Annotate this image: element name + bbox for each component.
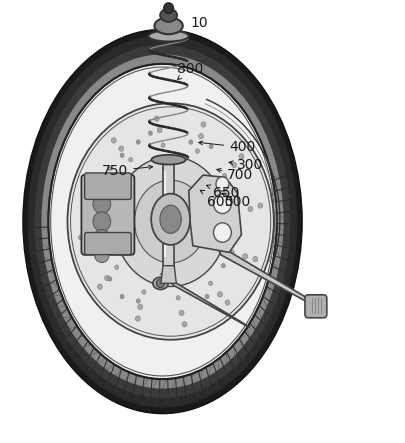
Circle shape [154, 116, 159, 121]
Circle shape [217, 184, 221, 188]
Text: 800: 800 [176, 62, 202, 79]
Polygon shape [160, 274, 249, 327]
Text: 10: 10 [190, 16, 207, 30]
Ellipse shape [154, 17, 182, 34]
Circle shape [88, 231, 93, 237]
Text: 650: 650 [206, 185, 239, 200]
FancyBboxPatch shape [81, 175, 134, 255]
Circle shape [120, 153, 124, 157]
Circle shape [104, 276, 109, 281]
Text: 400: 400 [198, 140, 255, 154]
Ellipse shape [151, 194, 190, 245]
Circle shape [97, 284, 102, 289]
Ellipse shape [23, 29, 301, 414]
Circle shape [225, 228, 229, 233]
Circle shape [208, 281, 212, 285]
Circle shape [224, 300, 229, 305]
Circle shape [141, 290, 145, 294]
Ellipse shape [114, 156, 227, 287]
Circle shape [252, 256, 257, 262]
Circle shape [96, 193, 100, 197]
Ellipse shape [41, 54, 283, 389]
Circle shape [148, 131, 152, 136]
Circle shape [108, 166, 112, 171]
Circle shape [96, 250, 100, 255]
Circle shape [205, 294, 209, 299]
Polygon shape [215, 243, 310, 304]
FancyBboxPatch shape [85, 173, 131, 199]
Circle shape [247, 206, 252, 212]
Ellipse shape [34, 45, 290, 398]
Circle shape [176, 295, 180, 300]
Text: 500: 500 [222, 193, 251, 209]
Polygon shape [163, 171, 166, 257]
Ellipse shape [148, 31, 188, 42]
Circle shape [234, 210, 239, 215]
Ellipse shape [28, 35, 296, 408]
Circle shape [231, 162, 236, 167]
Circle shape [242, 254, 247, 259]
Circle shape [94, 184, 98, 189]
Circle shape [257, 203, 262, 208]
Circle shape [209, 144, 213, 149]
Circle shape [120, 294, 124, 299]
Circle shape [182, 322, 186, 327]
Circle shape [108, 277, 112, 281]
Circle shape [136, 299, 140, 303]
Circle shape [119, 146, 124, 151]
Circle shape [188, 140, 192, 144]
Circle shape [83, 181, 88, 187]
Circle shape [128, 158, 132, 162]
Circle shape [111, 138, 116, 143]
Polygon shape [162, 162, 174, 266]
Circle shape [161, 143, 165, 148]
Circle shape [230, 250, 234, 254]
Circle shape [198, 133, 203, 139]
Text: 750: 750 [102, 164, 152, 178]
Circle shape [179, 310, 183, 315]
Circle shape [136, 140, 140, 144]
Circle shape [157, 128, 162, 133]
Ellipse shape [160, 9, 177, 22]
Circle shape [115, 265, 118, 269]
Text: 700: 700 [216, 168, 253, 182]
Circle shape [213, 194, 231, 214]
Polygon shape [188, 175, 241, 253]
Text: 300: 300 [228, 158, 263, 172]
Circle shape [137, 304, 142, 310]
Circle shape [92, 219, 96, 224]
Circle shape [217, 292, 222, 297]
Circle shape [213, 223, 231, 242]
Circle shape [102, 228, 106, 233]
Circle shape [107, 189, 111, 193]
Circle shape [239, 154, 243, 159]
Circle shape [94, 247, 109, 263]
Polygon shape [160, 266, 176, 284]
Ellipse shape [134, 180, 206, 263]
Circle shape [93, 212, 111, 231]
FancyBboxPatch shape [85, 233, 131, 255]
Circle shape [221, 264, 225, 268]
Ellipse shape [160, 205, 181, 233]
Circle shape [215, 177, 228, 191]
Circle shape [156, 279, 164, 288]
Ellipse shape [151, 155, 185, 164]
Circle shape [222, 174, 226, 178]
Circle shape [93, 229, 111, 249]
Ellipse shape [48, 64, 276, 379]
Circle shape [135, 316, 140, 321]
Circle shape [195, 149, 199, 153]
Text: 600: 600 [200, 190, 233, 209]
FancyBboxPatch shape [304, 295, 326, 318]
Ellipse shape [67, 103, 273, 340]
Circle shape [200, 122, 205, 127]
Circle shape [93, 194, 111, 214]
Ellipse shape [152, 277, 168, 290]
Circle shape [93, 176, 111, 196]
Circle shape [163, 3, 173, 13]
Circle shape [78, 235, 83, 240]
